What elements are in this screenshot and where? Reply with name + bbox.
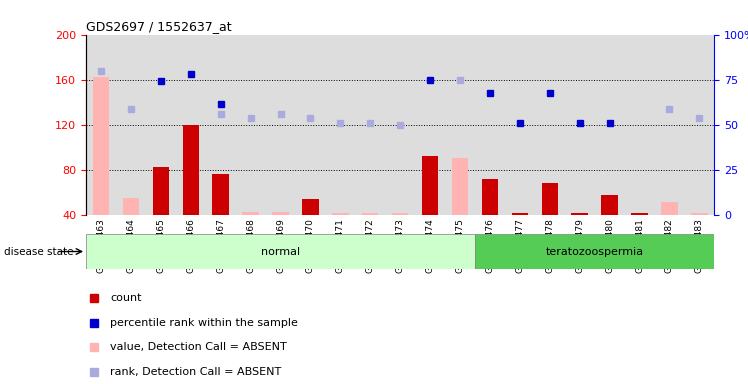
- Bar: [595, 35, 625, 215]
- Bar: [236, 35, 266, 215]
- Bar: [362, 213, 378, 215]
- Bar: [684, 35, 714, 215]
- Bar: [385, 35, 415, 215]
- Bar: [512, 213, 528, 215]
- Bar: [212, 202, 229, 215]
- Text: normal: normal: [261, 247, 300, 257]
- Text: disease state: disease state: [4, 247, 73, 257]
- Bar: [631, 213, 648, 215]
- Bar: [153, 167, 169, 215]
- Bar: [625, 35, 654, 215]
- Bar: [571, 213, 588, 215]
- Bar: [146, 35, 176, 215]
- Bar: [206, 35, 236, 215]
- Bar: [86, 234, 475, 269]
- Bar: [325, 35, 355, 215]
- Bar: [176, 35, 206, 215]
- Bar: [661, 202, 678, 215]
- Bar: [452, 157, 468, 215]
- Text: count: count: [110, 293, 141, 303]
- Bar: [295, 35, 325, 215]
- Bar: [242, 212, 259, 215]
- Text: value, Detection Call = ABSENT: value, Detection Call = ABSENT: [110, 342, 286, 352]
- Bar: [654, 35, 684, 215]
- Text: teratozoospermia: teratozoospermia: [545, 247, 644, 257]
- Bar: [445, 35, 475, 215]
- Bar: [422, 156, 438, 215]
- Text: percentile rank within the sample: percentile rank within the sample: [110, 318, 298, 328]
- Bar: [565, 35, 595, 215]
- Bar: [691, 213, 708, 215]
- Bar: [601, 195, 618, 215]
- Bar: [475, 234, 714, 269]
- Bar: [542, 184, 558, 215]
- Text: GDS2697 / 1552637_at: GDS2697 / 1552637_at: [86, 20, 232, 33]
- Bar: [505, 35, 535, 215]
- Bar: [482, 179, 498, 215]
- Bar: [266, 35, 295, 215]
- Bar: [93, 78, 109, 215]
- Bar: [302, 199, 319, 215]
- Bar: [535, 35, 565, 215]
- Bar: [392, 213, 408, 215]
- Bar: [332, 213, 349, 215]
- Text: rank, Detection Call = ABSENT: rank, Detection Call = ABSENT: [110, 367, 281, 377]
- Bar: [355, 35, 385, 215]
- Bar: [116, 35, 146, 215]
- Bar: [272, 212, 289, 215]
- Bar: [415, 35, 445, 215]
- Bar: [183, 125, 199, 215]
- Bar: [212, 174, 229, 215]
- Bar: [475, 35, 505, 215]
- Bar: [86, 35, 116, 215]
- Bar: [123, 198, 139, 215]
